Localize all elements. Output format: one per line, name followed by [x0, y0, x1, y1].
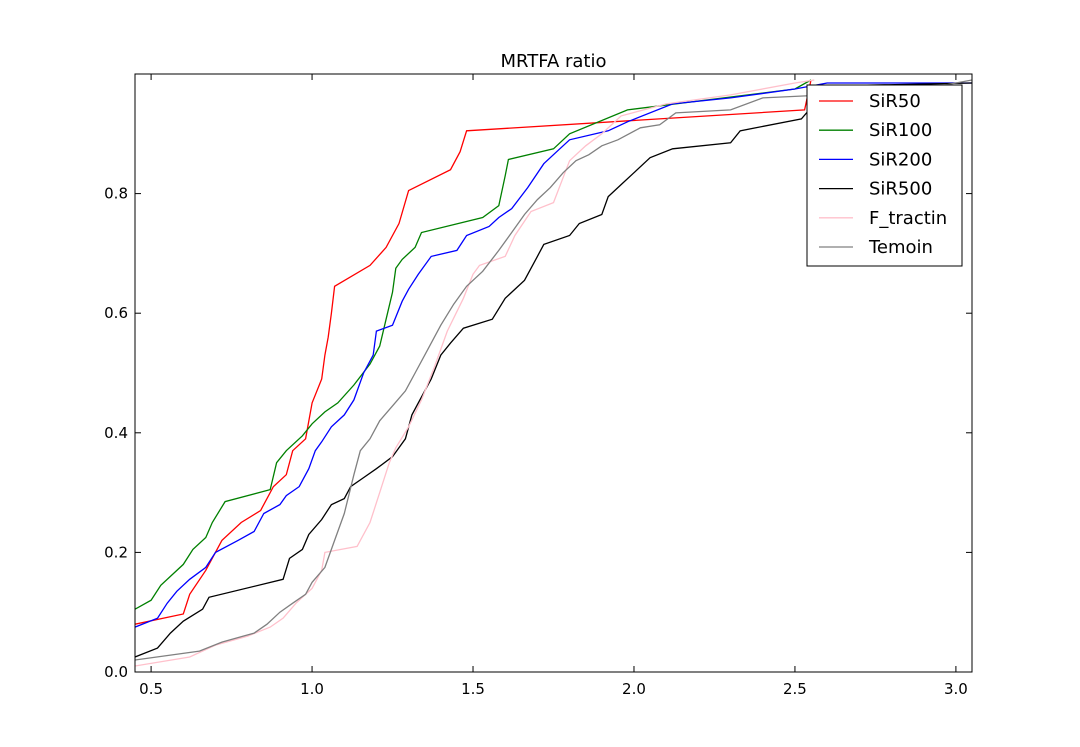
legend: SiR50 SiR100 SiR200 SiR500 F_tractin Temoin [806, 84, 963, 267]
x-tick-label: 3.0 [944, 680, 968, 698]
legend-label-sir500: SiR500 [869, 179, 932, 200]
legend-label-temoin: Temoin [868, 237, 933, 258]
y-tick-label: 0.8 [104, 185, 128, 203]
legend-label-sir50: SiR50 [869, 91, 921, 112]
series-line-sir50 [135, 79, 812, 625]
y-tick-label: 0.6 [104, 304, 128, 322]
legend-label-sir200: SiR200 [869, 149, 932, 170]
legend-label-sir100: SiR100 [869, 120, 932, 141]
x-tick-label: 1.5 [461, 680, 485, 698]
series-line-f-tractin [135, 79, 815, 667]
y-tick-label: 0.2 [104, 543, 128, 561]
ticks-layer: 0.5 1.0 1.5 2.0 2.5 3.0 0.0 0.2 0.4 0.6 0.8 [104, 74, 972, 698]
chart-title: MRTFA ratio [501, 51, 607, 72]
y-tick-label: 0.4 [104, 424, 128, 442]
plot-border [134, 73, 973, 673]
series-line-sir500 [135, 82, 972, 658]
legend-box [806, 84, 963, 267]
x-tick-label: 2.0 [622, 680, 646, 698]
series-line-temoin [135, 79, 972, 661]
y-tick-label: 0.0 [104, 663, 128, 681]
series-layer [135, 79, 972, 667]
x-tick-label: 0.5 [139, 680, 163, 698]
x-tick-label: 1.0 [300, 680, 324, 698]
x-tick-label: 2.5 [783, 680, 807, 698]
legend-label-f-tractin: F_tractin [869, 208, 947, 229]
series-line-sir200 [135, 82, 972, 628]
series-line-sir100 [135, 79, 812, 610]
